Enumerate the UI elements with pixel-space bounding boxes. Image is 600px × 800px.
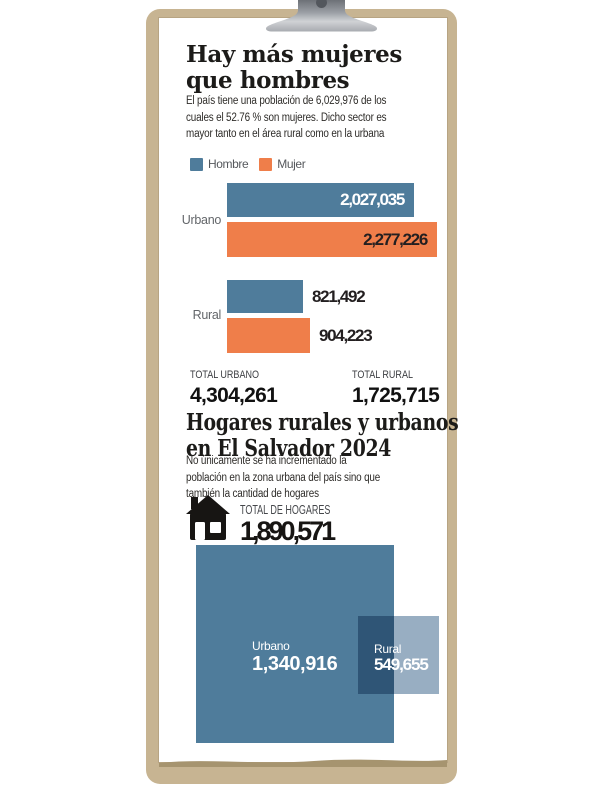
rural-square-label: Rural: [374, 642, 402, 656]
bar-urbano-hombre: 2,027,035: [227, 183, 414, 217]
total-urbano-block: TOTAL URBANO 4,304,261: [190, 365, 278, 408]
section2-description: No únicamente se ha incrementado la pobl…: [186, 455, 381, 500]
bar-rural-hombre: [227, 280, 303, 313]
clipboard-board: Hay más mujeres que hombres El país tien…: [146, 9, 459, 784]
bar-value-rural-hombre: 821,492: [312, 286, 366, 306]
rural-square: [358, 616, 439, 694]
bar-row-rural-mujer: 904,223: [227, 318, 373, 353]
clipboard-clip-icon: [266, 0, 377, 32]
mujer-swatch-icon: [259, 157, 273, 171]
category-label-urbano: Urbano: [181, 213, 222, 227]
legend-item-mujer: Mujer: [259, 157, 306, 171]
households-square-chart: Urbano 1,340,916 Rural 549,655: [196, 545, 443, 743]
rural-square-label-block: Rural 549,655: [374, 642, 429, 674]
urban-square-label-block: Urbano 1,340,916: [252, 639, 338, 675]
rural-square-value: 549,655: [374, 655, 429, 674]
section1-title: Hay más mujeres que hombres: [186, 41, 402, 94]
paper-edge-shadow: [159, 759, 447, 767]
total-urbano-label: TOTAL URBANO: [190, 369, 260, 381]
total-hogares-value: 1,890,571: [240, 516, 336, 546]
urban-square-label: Urbano: [252, 639, 290, 653]
total-urbano-value: 4,304,261: [190, 384, 278, 407]
bar-urbano-mujer: 2,277,226: [227, 222, 437, 257]
total-hogares-block: TOTAL DE HOGARES 1,890,571: [240, 501, 366, 546]
chart-legend: Hombre Mujer: [190, 157, 316, 171]
category-label-rural: Rural: [192, 308, 222, 322]
hombre-swatch-icon: [190, 157, 203, 171]
bar-row-rural-hombre: 821,492: [227, 280, 366, 313]
section2-title: Hogares rurales y urbanos en El Salvador…: [186, 409, 459, 462]
paper-sheet: Hay más mujeres que hombres El país tien…: [159, 18, 459, 762]
urban-square-value: 1,340,916: [252, 653, 338, 675]
legend-label-hombre: Hombre: [208, 157, 249, 171]
total-hogares-label: TOTAL DE HOGARES: [240, 503, 331, 517]
house-icon: [186, 495, 230, 540]
bar-value-rural-mujer: 904,223: [319, 325, 373, 345]
bar-value-urbano-hombre: 2,027,035: [340, 190, 405, 209]
bar-row-urbano-hombre: 2,027,035: [227, 183, 414, 217]
legend-item-hombre: Hombre: [190, 157, 249, 171]
total-rural-label: TOTAL RURAL: [352, 369, 413, 381]
total-rural-block: TOTAL RURAL 1,725,715: [352, 365, 440, 408]
bar-value-urbano-mujer: 2,277,226: [363, 229, 428, 249]
bar-row-urbano-mujer: 2,277,226: [227, 222, 437, 257]
bar-rural-mujer: [227, 318, 310, 353]
legend-label-mujer: Mujer: [277, 157, 306, 171]
section1-description: El país tiene una población de 6,029,976…: [186, 95, 387, 140]
total-rural-value: 1,725,715: [352, 384, 440, 407]
